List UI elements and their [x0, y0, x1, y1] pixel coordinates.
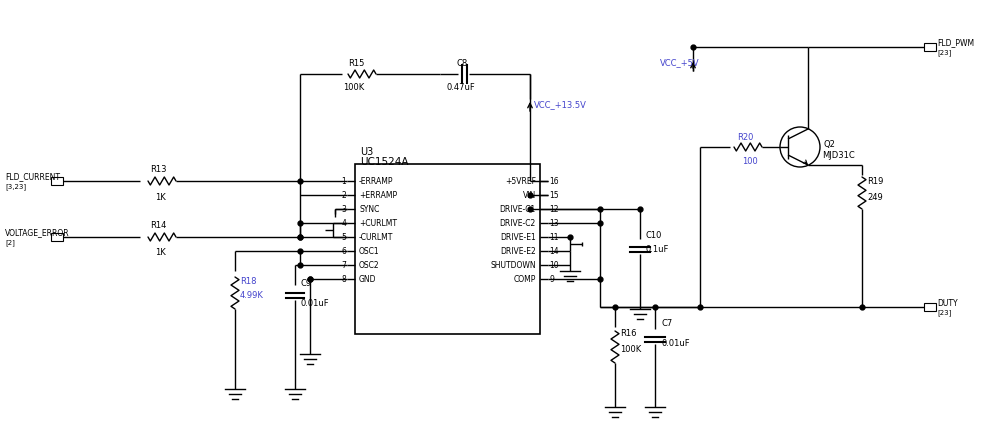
Text: VCC_+5V: VCC_+5V: [660, 58, 700, 67]
Text: U3: U3: [360, 147, 374, 157]
Text: DRIVE-C2: DRIVE-C2: [499, 219, 536, 228]
Text: SHUTDOWN: SHUTDOWN: [491, 261, 536, 270]
Text: 2: 2: [341, 191, 346, 200]
Text: MJD31C: MJD31C: [822, 151, 855, 160]
Text: GND: GND: [359, 275, 376, 284]
Bar: [355, 165, 540, 334]
Text: -CURLMT: -CURLMT: [359, 233, 393, 242]
Text: C10: C10: [645, 230, 662, 239]
Text: 13: 13: [549, 219, 558, 228]
Text: 100K: 100K: [620, 345, 641, 354]
Text: DRIVE-E2: DRIVE-E2: [500, 247, 536, 256]
Text: 7: 7: [341, 261, 346, 270]
Bar: [51, 177, 63, 186]
Text: 10: 10: [549, 261, 558, 270]
Text: 4: 4: [341, 219, 346, 228]
Text: Q2: Q2: [824, 140, 836, 149]
Text: VIN: VIN: [523, 191, 536, 200]
Text: R13: R13: [150, 165, 166, 174]
Text: R16: R16: [620, 328, 637, 337]
Bar: [924, 44, 936, 52]
Text: C8: C8: [456, 60, 467, 68]
Text: 249: 249: [867, 193, 883, 202]
Text: [23]: [23]: [937, 49, 952, 56]
Text: FLD_PWM: FLD_PWM: [937, 39, 974, 47]
Text: 1K: 1K: [155, 192, 166, 201]
Text: SYNC: SYNC: [359, 205, 379, 214]
Text: R14: R14: [150, 221, 166, 230]
Text: 3: 3: [341, 205, 346, 214]
Text: 16: 16: [549, 177, 558, 186]
Text: 0.47uF: 0.47uF: [446, 83, 475, 92]
Text: R20: R20: [737, 132, 753, 141]
Text: +ERRAMP: +ERRAMP: [359, 191, 397, 200]
Text: 14: 14: [549, 247, 558, 256]
Text: R15: R15: [348, 60, 365, 68]
Text: [3,23]: [3,23]: [5, 183, 27, 190]
Text: 9: 9: [549, 275, 553, 284]
Text: VCC_+13.5V: VCC_+13.5V: [534, 100, 587, 109]
Text: COMP: COMP: [514, 275, 536, 284]
Bar: [51, 233, 63, 241]
Bar: [924, 303, 936, 311]
Text: 100K: 100K: [343, 83, 365, 92]
Text: 6: 6: [341, 247, 346, 256]
Text: VOLTAGE_ERROR: VOLTAGE_ERROR: [5, 228, 70, 237]
Text: C9: C9: [300, 279, 312, 288]
Text: FLD_CURRENT: FLD_CURRENT: [5, 172, 60, 181]
Text: DRIVE-C1: DRIVE-C1: [499, 205, 536, 214]
Text: OSC2: OSC2: [359, 261, 379, 270]
Text: DRIVE-E1: DRIVE-E1: [500, 233, 536, 242]
Text: +CURLMT: +CURLMT: [359, 219, 397, 228]
Text: 0.01uF: 0.01uF: [661, 338, 690, 347]
Text: 12: 12: [549, 205, 558, 214]
Text: 100: 100: [742, 156, 758, 165]
Text: 1: 1: [341, 177, 346, 186]
Text: [2]: [2]: [5, 239, 15, 246]
Text: 15: 15: [549, 191, 558, 200]
Text: -ERRAMP: -ERRAMP: [359, 177, 393, 186]
Text: [23]: [23]: [937, 309, 952, 316]
Text: R19: R19: [867, 177, 884, 186]
Text: UC1524A: UC1524A: [360, 157, 409, 166]
Text: R18: R18: [240, 277, 257, 286]
Text: 11: 11: [549, 233, 558, 242]
Text: DUTY: DUTY: [937, 298, 957, 307]
Text: C7: C7: [661, 318, 672, 327]
Text: OSC1: OSC1: [359, 247, 379, 256]
Text: 0.1uF: 0.1uF: [645, 245, 668, 254]
Text: 8: 8: [341, 275, 346, 284]
Text: +5VREF: +5VREF: [505, 177, 536, 186]
Text: 1K: 1K: [155, 248, 166, 257]
Text: 4.99K: 4.99K: [240, 291, 263, 300]
Text: 0.01uF: 0.01uF: [300, 299, 328, 308]
Text: 5: 5: [341, 233, 346, 242]
